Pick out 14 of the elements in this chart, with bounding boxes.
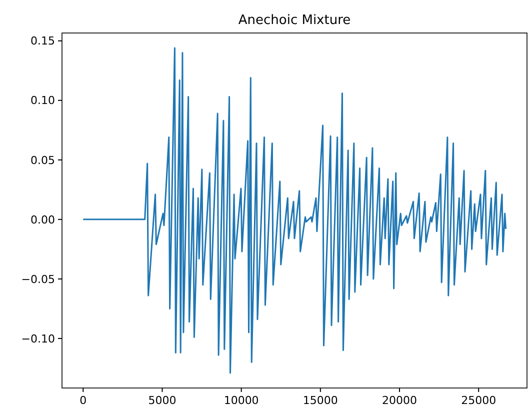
y-tick-label: −0.10 — [21, 332, 55, 346]
y-tick-label: 0.10 — [30, 94, 55, 108]
x-tick-label: 10000 — [224, 394, 259, 407]
x-tick-label: 5000 — [148, 394, 176, 407]
y-tick-label: 0.00 — [30, 213, 55, 226]
chart-title: Anechoic Mixture — [238, 13, 351, 28]
x-tick-label: 15000 — [302, 394, 338, 407]
x-tick-label: 25000 — [461, 394, 496, 407]
y-tick-label: −0.05 — [21, 272, 55, 286]
line-series — [82, 47, 507, 374]
y-tick-label: 0.15 — [30, 34, 55, 48]
y-tick-label: 0.05 — [30, 154, 55, 167]
x-tick-label: 20000 — [382, 394, 418, 407]
x-tick-label: 0 — [80, 394, 87, 407]
